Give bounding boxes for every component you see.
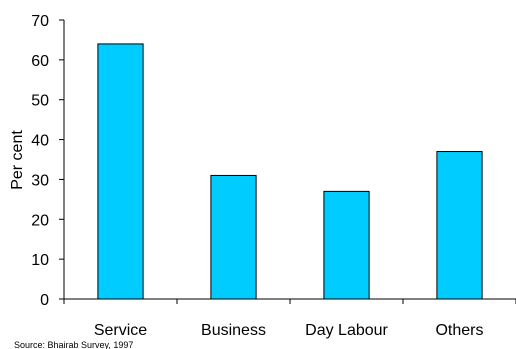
y-tick-label: 0 <box>40 292 49 309</box>
y-tick-label: 30 <box>31 172 49 189</box>
bar-business <box>210 174 257 300</box>
y-ticks-group: 0 10 20 30 40 50 60 70 <box>31 13 64 309</box>
y-tick-label: 20 <box>31 212 49 229</box>
bars-group <box>97 43 483 300</box>
bar-day-labour <box>323 190 370 300</box>
x-category-label: Day Labour <box>305 322 388 339</box>
bar-service <box>97 43 144 300</box>
y-axis-title: Per cent <box>9 130 26 190</box>
y-tick-label: 60 <box>31 53 49 70</box>
x-category-label: Others <box>435 322 483 339</box>
y-tick-label: 10 <box>31 252 49 269</box>
y-tick-label: 70 <box>31 13 49 30</box>
x-category-label: Business <box>201 322 266 339</box>
bar-others <box>436 151 483 300</box>
y-tick-label: 40 <box>31 133 49 150</box>
x-ticks-group: Service Business Day Labour Others <box>63 299 516 339</box>
x-category-label: Service <box>94 322 147 339</box>
y-tick-label: 50 <box>31 93 49 110</box>
source-note: Source: Bhairab Survey, 1997 <box>14 340 133 349</box>
